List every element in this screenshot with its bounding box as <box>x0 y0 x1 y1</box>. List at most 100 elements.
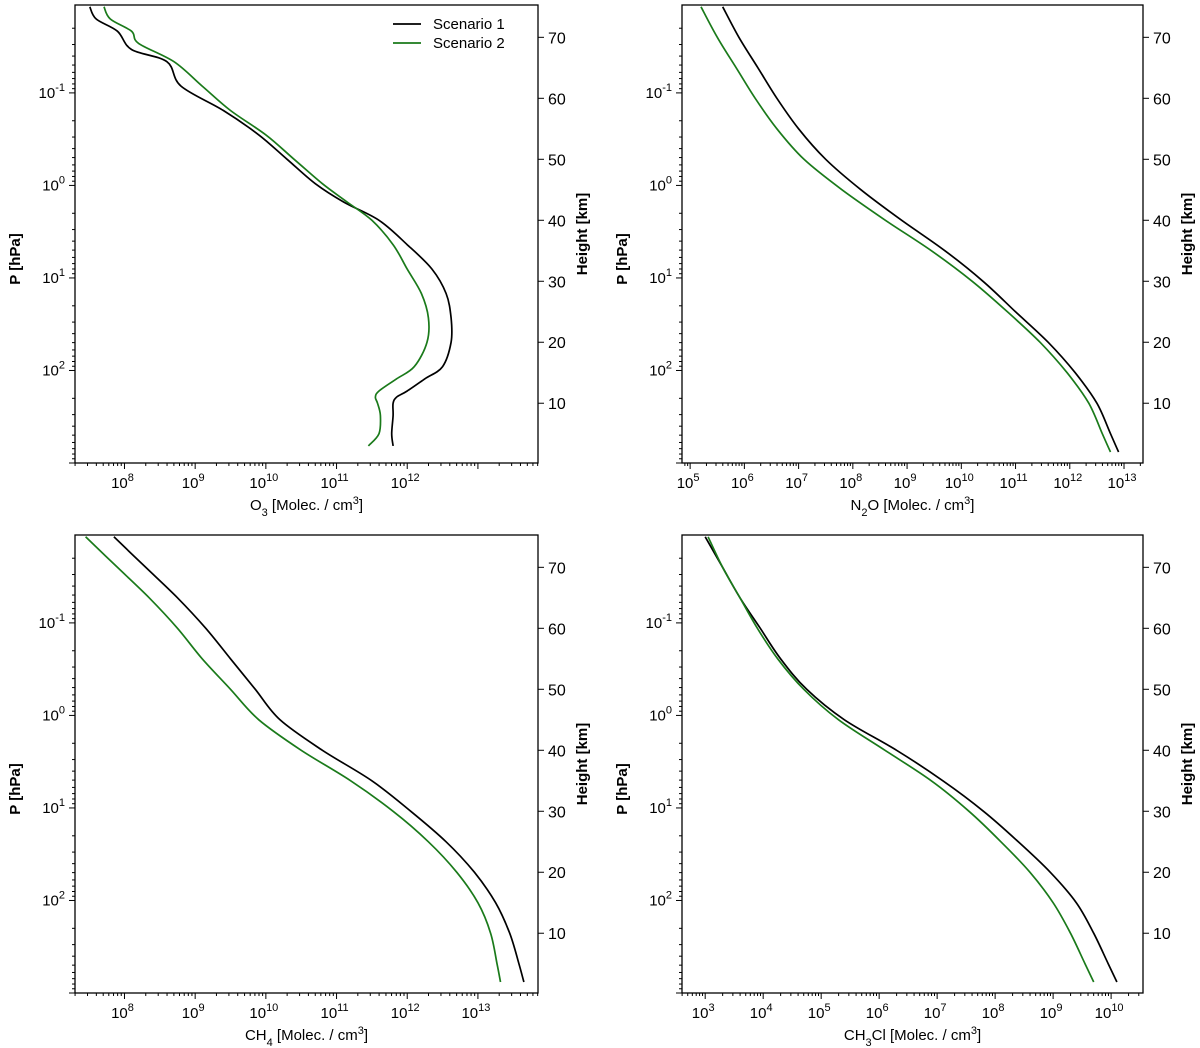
y-tick-label: 102 <box>649 889 672 909</box>
height-tick-label: 20 <box>1153 865 1171 882</box>
plot-frame <box>74 534 539 994</box>
x-tick-label: 107 <box>785 472 808 492</box>
x-tick-label: 109 <box>894 472 917 492</box>
height-tick-label: 20 <box>548 865 566 882</box>
y-axis-label: P [hPa] <box>7 763 24 814</box>
series-line-1 <box>704 536 1118 983</box>
panel-top-left: 108 109 1010 1011 1012 10-1 100 101 102 10 20 30 40 5… <box>7 4 591 519</box>
height-tick-label: 70 <box>548 560 566 577</box>
y-tick-label: 10-1 <box>646 82 672 102</box>
y-tick-label: 10-1 <box>646 612 672 632</box>
x-tick-label: 109 <box>182 472 205 492</box>
legend: Scenario 1 Scenario 2 <box>393 16 505 52</box>
x-tick-label: 105 <box>677 472 700 492</box>
y-tick-label: 102 <box>42 359 65 379</box>
height-tick-label: 10 <box>548 396 566 413</box>
x-tick-label: 1012 <box>391 472 420 492</box>
x-tick-label: 1011 <box>320 472 348 492</box>
x-tick-label: 1010 <box>249 472 278 492</box>
x-tick-label: 108 <box>982 1002 1005 1022</box>
x-axis-label: N2O [Molec. / cm3] <box>851 495 975 519</box>
x-tick-label: 1010 <box>249 1002 278 1022</box>
height-tick-label: 10 <box>1153 926 1171 943</box>
x-axis-label: CH3Cl [Molec. / cm3] <box>844 1025 981 1048</box>
height-tick-label: 40 <box>1153 213 1171 230</box>
x-tick-label: 109 <box>1040 1002 1063 1022</box>
series-line-2 <box>103 6 430 447</box>
panel-top-right: 105 106 107 108 109 1010 1011 1012 1013 10-1 100 10… <box>614 4 1196 519</box>
height-tick-label: 30 <box>548 804 566 821</box>
height-tick-label: 40 <box>548 213 566 230</box>
height-tick-label: 30 <box>1153 804 1171 821</box>
y-tick-label: 102 <box>649 359 672 379</box>
x-tick-label: 106 <box>731 472 754 492</box>
height-tick-label: 30 <box>548 274 566 291</box>
height-tick-label: 60 <box>1153 621 1171 638</box>
height-tick-label: 60 <box>548 91 566 108</box>
height-tick-label: 70 <box>548 30 566 47</box>
x-tick-label: 1012 <box>391 1002 420 1022</box>
y-tick-label: 101 <box>649 797 672 817</box>
legend-label-1: Scenario 1 <box>433 16 505 33</box>
height-tick-label: 70 <box>1153 560 1171 577</box>
x-tick-label: 106 <box>866 1002 889 1022</box>
x-axis-label: O3 [Molec. / cm3] <box>250 495 363 519</box>
height-tick-label: 50 <box>1153 682 1171 699</box>
x-tick-label: 1012 <box>1053 472 1082 492</box>
x-tick-label: 1010 <box>1095 1002 1124 1022</box>
height-tick-label: 30 <box>1153 274 1171 291</box>
panel-bottom-right: 103 104 105 106 107 108 109 1010 10-1 100 101 102 10… <box>614 534 1196 1048</box>
y-tick-label: 102 <box>42 889 65 909</box>
x-tick-label: 108 <box>839 472 862 492</box>
plot-frame <box>74 4 539 464</box>
height-tick-label: 20 <box>548 335 566 352</box>
x-tick-label: 1013 <box>1108 472 1137 492</box>
x-tick-label: 108 <box>111 472 134 492</box>
y-tick-label: 100 <box>42 704 65 724</box>
legend-label-2: Scenario 2 <box>433 35 505 52</box>
y-tick-label: 10-1 <box>39 612 65 632</box>
height-tick-label: 60 <box>1153 91 1171 108</box>
x-tick-label: 104 <box>750 1002 773 1022</box>
height-tick-label: 10 <box>548 926 566 943</box>
height-axis-label: Height [km] <box>574 723 591 806</box>
series-line-2 <box>700 6 1112 453</box>
y-axis-label: P [hPa] <box>7 233 24 284</box>
panel-bottom-left: 108 109 1010 1011 1012 1013 10-1 100 101 102 10 20 3… <box>7 534 591 1048</box>
series-line-1 <box>113 536 525 983</box>
series-line-1 <box>721 6 1120 453</box>
x-tick-label: 103 <box>692 1002 715 1022</box>
height-tick-label: 10 <box>1153 396 1171 413</box>
x-tick-label: 1010 <box>945 472 974 492</box>
y-tick-label: 101 <box>42 797 65 817</box>
plot-frame <box>681 534 1144 994</box>
x-tick-label: 1011 <box>999 472 1027 492</box>
series-line-2 <box>85 536 502 983</box>
y-axis-label: P [hPa] <box>614 763 631 814</box>
height-tick-label: 40 <box>1153 743 1171 760</box>
height-tick-label: 50 <box>548 682 566 699</box>
height-axis-label: Height [km] <box>574 193 591 276</box>
x-axis-label: CH4 [Molec. / cm3] <box>245 1025 368 1048</box>
height-tick-label: 70 <box>1153 30 1171 47</box>
x-tick-label: 1011 <box>320 1002 348 1022</box>
height-tick-label: 40 <box>548 743 566 760</box>
height-tick-label: 60 <box>548 621 566 638</box>
y-tick-label: 101 <box>42 267 65 287</box>
y-axis-label: P [hPa] <box>614 233 631 284</box>
y-tick-label: 101 <box>649 267 672 287</box>
x-tick-label: 108 <box>111 1002 134 1022</box>
height-tick-label: 50 <box>1153 152 1171 169</box>
height-tick-label: 50 <box>548 152 566 169</box>
series-line-2 <box>707 536 1095 983</box>
y-tick-label: 100 <box>42 174 65 194</box>
height-axis-label: Height [km] <box>1179 193 1196 276</box>
plot-frame <box>681 4 1144 464</box>
height-tick-label: 20 <box>1153 335 1171 352</box>
x-tick-label: 107 <box>924 1002 947 1022</box>
x-tick-label: 105 <box>808 1002 831 1022</box>
y-tick-label: 100 <box>649 704 672 724</box>
y-tick-label: 100 <box>649 174 672 194</box>
series-line-1 <box>89 6 453 447</box>
